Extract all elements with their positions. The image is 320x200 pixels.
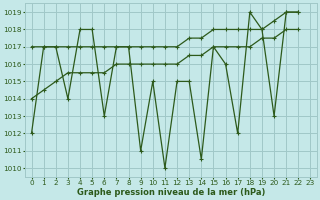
X-axis label: Graphe pression niveau de la mer (hPa): Graphe pression niveau de la mer (hPa): [77, 188, 265, 197]
